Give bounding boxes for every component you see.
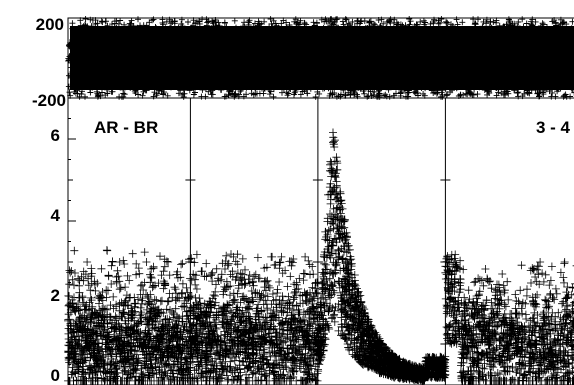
bottom-panel: 0 2 4 6 AR - BR 3 - 4	[51, 97, 574, 385]
top-ytick-200: 200	[36, 15, 64, 34]
bottom-series-points	[64, 128, 574, 385]
bottom-ytick-4: 4	[51, 206, 61, 225]
bottom-panel-ticks	[68, 97, 76, 385]
bottom-ytick-0: 0	[51, 366, 60, 385]
annotation-3-4: 3 - 4	[536, 118, 571, 137]
bottom-ytick-6: 6	[51, 126, 60, 145]
bottom-ytick-2: 2	[51, 286, 60, 305]
bottom-panel-marks	[64, 128, 574, 385]
annotation-ar-br: AR - BR	[94, 118, 158, 137]
top-ytick-minus200: -200	[32, 91, 66, 110]
top-panel: 200 -200	[32, 15, 574, 110]
top-series-points	[65, 16, 574, 100]
top-panel-marks	[65, 16, 574, 100]
